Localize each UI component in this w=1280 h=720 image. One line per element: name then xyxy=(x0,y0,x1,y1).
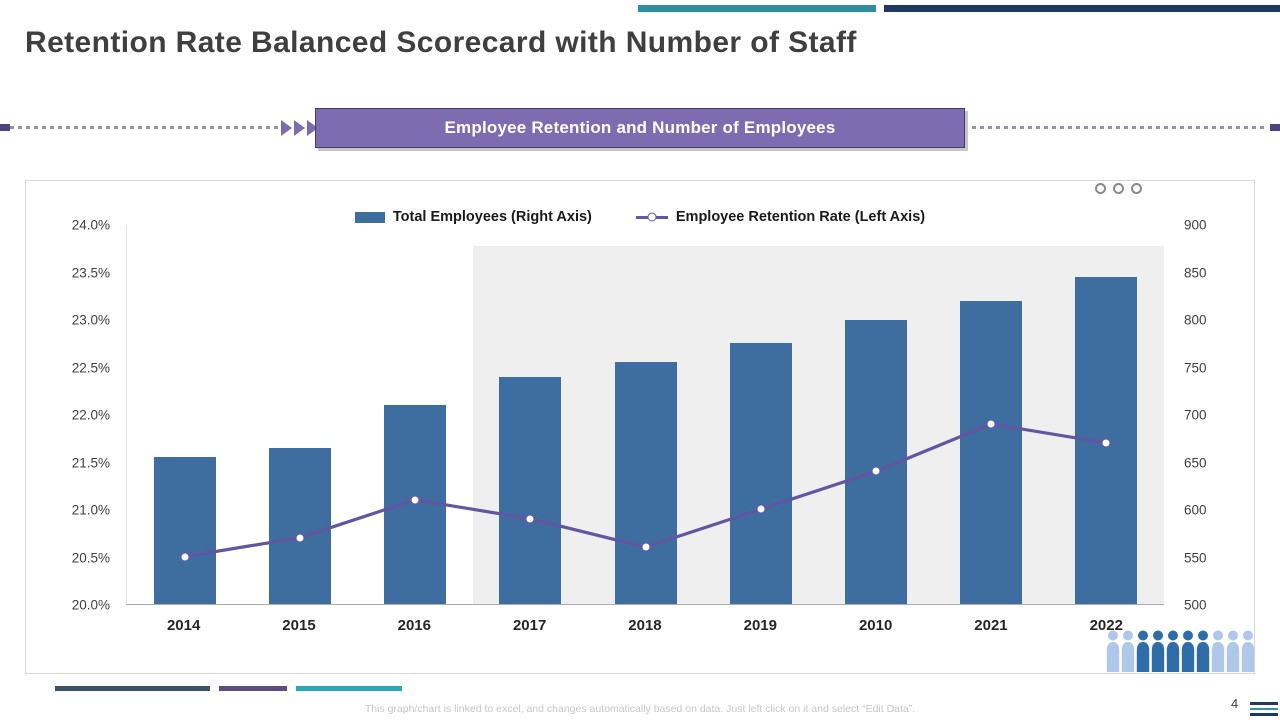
bottom-accent-bar xyxy=(219,686,287,691)
circle-icon xyxy=(1113,183,1124,194)
shaded-band xyxy=(472,245,1164,604)
left-axis-tick: 24.0% xyxy=(71,217,110,233)
person-icon xyxy=(1106,630,1120,672)
line-marker-2017 xyxy=(525,514,535,524)
x-axis-labels: 2014 2015 2016 2017 2018 2019 2010 2021 2022 xyxy=(126,617,1164,634)
bar-2015 xyxy=(268,447,331,604)
bar-2019 xyxy=(729,343,792,604)
chevron-icon xyxy=(307,120,318,136)
line-marker-2014 xyxy=(180,552,190,562)
legend-label-retention-rate: Employee Retention Rate (Left Axis) xyxy=(675,209,926,225)
person-icon xyxy=(1196,630,1210,672)
left-axis: 24.0% 23.5% 23.0% 22.5% 22.0% 21.5% 21.0% 20.5%… xyxy=(26,218,118,613)
right-axis: 900 850 800 750 700 650 600 550 500 xyxy=(1174,218,1254,613)
right-axis-tick: 850 xyxy=(1184,265,1207,280)
chart-area[interactable]: Total Employees (Right Axis) Employee Re… xyxy=(25,180,1255,674)
person-icon xyxy=(1226,630,1240,672)
corner-line xyxy=(1250,702,1278,705)
left-axis-tick: 20.0% xyxy=(71,597,110,613)
x-axis-label: 2016 xyxy=(397,617,431,634)
footer-note: This graph/chart is linked to excel, and… xyxy=(364,703,916,715)
bar-2018 xyxy=(614,362,677,604)
divider-cap-left xyxy=(0,124,10,131)
bar-swatch-icon xyxy=(354,211,385,223)
left-axis-tick: 21.0% xyxy=(71,502,110,518)
person-icon xyxy=(1211,630,1225,672)
circle-icon xyxy=(1131,183,1142,194)
right-axis-tick: 900 xyxy=(1184,217,1207,233)
right-axis-tick: 700 xyxy=(1184,407,1207,423)
x-axis-label: 2018 xyxy=(628,617,662,634)
bar-2014 xyxy=(153,457,216,604)
line-marker-2018 xyxy=(641,542,650,552)
chevron-icon xyxy=(281,120,292,136)
line-marker-2021 xyxy=(986,419,996,429)
x-axis-label: 2022 xyxy=(1089,617,1123,634)
person-icon xyxy=(1166,630,1180,672)
person-icon xyxy=(1241,630,1255,672)
person-icon xyxy=(1151,630,1165,672)
left-axis-tick: 22.5% xyxy=(71,360,110,375)
chevron-icon xyxy=(294,120,305,136)
bottom-accent-bar xyxy=(296,686,402,691)
corner-lines-icon xyxy=(1250,702,1278,716)
top-accent-bar-navy xyxy=(884,5,1280,12)
people-icons xyxy=(1106,630,1255,672)
legend-item-retention-rate: Employee Retention Rate (Left Axis) xyxy=(635,209,926,225)
chart-options-dots-icon xyxy=(1095,183,1142,194)
right-axis-tick: 550 xyxy=(1184,550,1207,565)
plot-area xyxy=(126,225,1164,605)
divider-dotted-right xyxy=(972,126,1268,129)
x-axis-label: 2015 xyxy=(282,617,316,634)
legend-item-total-employees: Total Employees (Right Axis) xyxy=(354,209,592,225)
top-accent-bar-teal xyxy=(638,5,876,12)
x-axis-label: 2021 xyxy=(974,617,1008,634)
divider-cap-right xyxy=(1270,124,1280,131)
marker-dot-icon xyxy=(647,212,657,222)
legend-label-total-employees: Total Employees (Right Axis) xyxy=(392,209,592,225)
chart-legend: Total Employees (Right Axis) Employee Re… xyxy=(26,209,1254,225)
x-axis-label: 2017 xyxy=(512,617,547,634)
right-axis-tick: 600 xyxy=(1184,502,1207,518)
page-number: 4 xyxy=(1231,696,1239,711)
bottom-accent-bars xyxy=(55,686,402,691)
left-axis-tick: 23.0% xyxy=(71,312,110,328)
line-marker-2019 xyxy=(756,504,766,514)
line-marker-2022 xyxy=(1101,438,1111,448)
corner-line xyxy=(1250,713,1278,716)
circle-icon xyxy=(1095,183,1106,194)
left-axis-tick: 20.5% xyxy=(71,550,110,565)
right-axis-tick: 800 xyxy=(1184,312,1207,328)
line-marker-icon xyxy=(635,212,668,222)
line-marker-2010 xyxy=(871,466,881,476)
left-axis-tick: 22.0% xyxy=(71,407,110,423)
x-axis-label: 2014 xyxy=(166,617,201,634)
corner-line xyxy=(1250,707,1278,710)
right-axis-tick: 650 xyxy=(1184,455,1207,470)
right-axis-tick: 750 xyxy=(1184,360,1207,375)
page-title: Retention Rate Balanced Scorecard with N… xyxy=(25,26,857,59)
bottom-accent-bar xyxy=(55,686,210,691)
bar-2017 xyxy=(499,376,562,604)
x-axis-label: 2019 xyxy=(743,617,777,634)
left-axis-tick: 23.5% xyxy=(71,265,110,280)
chevron-arrows-icon xyxy=(281,120,318,136)
person-icon xyxy=(1181,630,1195,672)
bar-2021 xyxy=(960,300,1023,604)
section-banner: Employee Retention and Number of Employe… xyxy=(315,108,965,148)
divider-dotted-left xyxy=(10,126,278,129)
left-axis-tick: 21.5% xyxy=(71,455,110,470)
person-icon xyxy=(1136,630,1150,672)
person-icon xyxy=(1121,630,1135,672)
x-axis-label: 2010 xyxy=(858,617,893,634)
line-marker-2015 xyxy=(295,533,305,543)
line-marker-2016 xyxy=(410,495,420,505)
right-axis-tick: 500 xyxy=(1184,597,1207,613)
